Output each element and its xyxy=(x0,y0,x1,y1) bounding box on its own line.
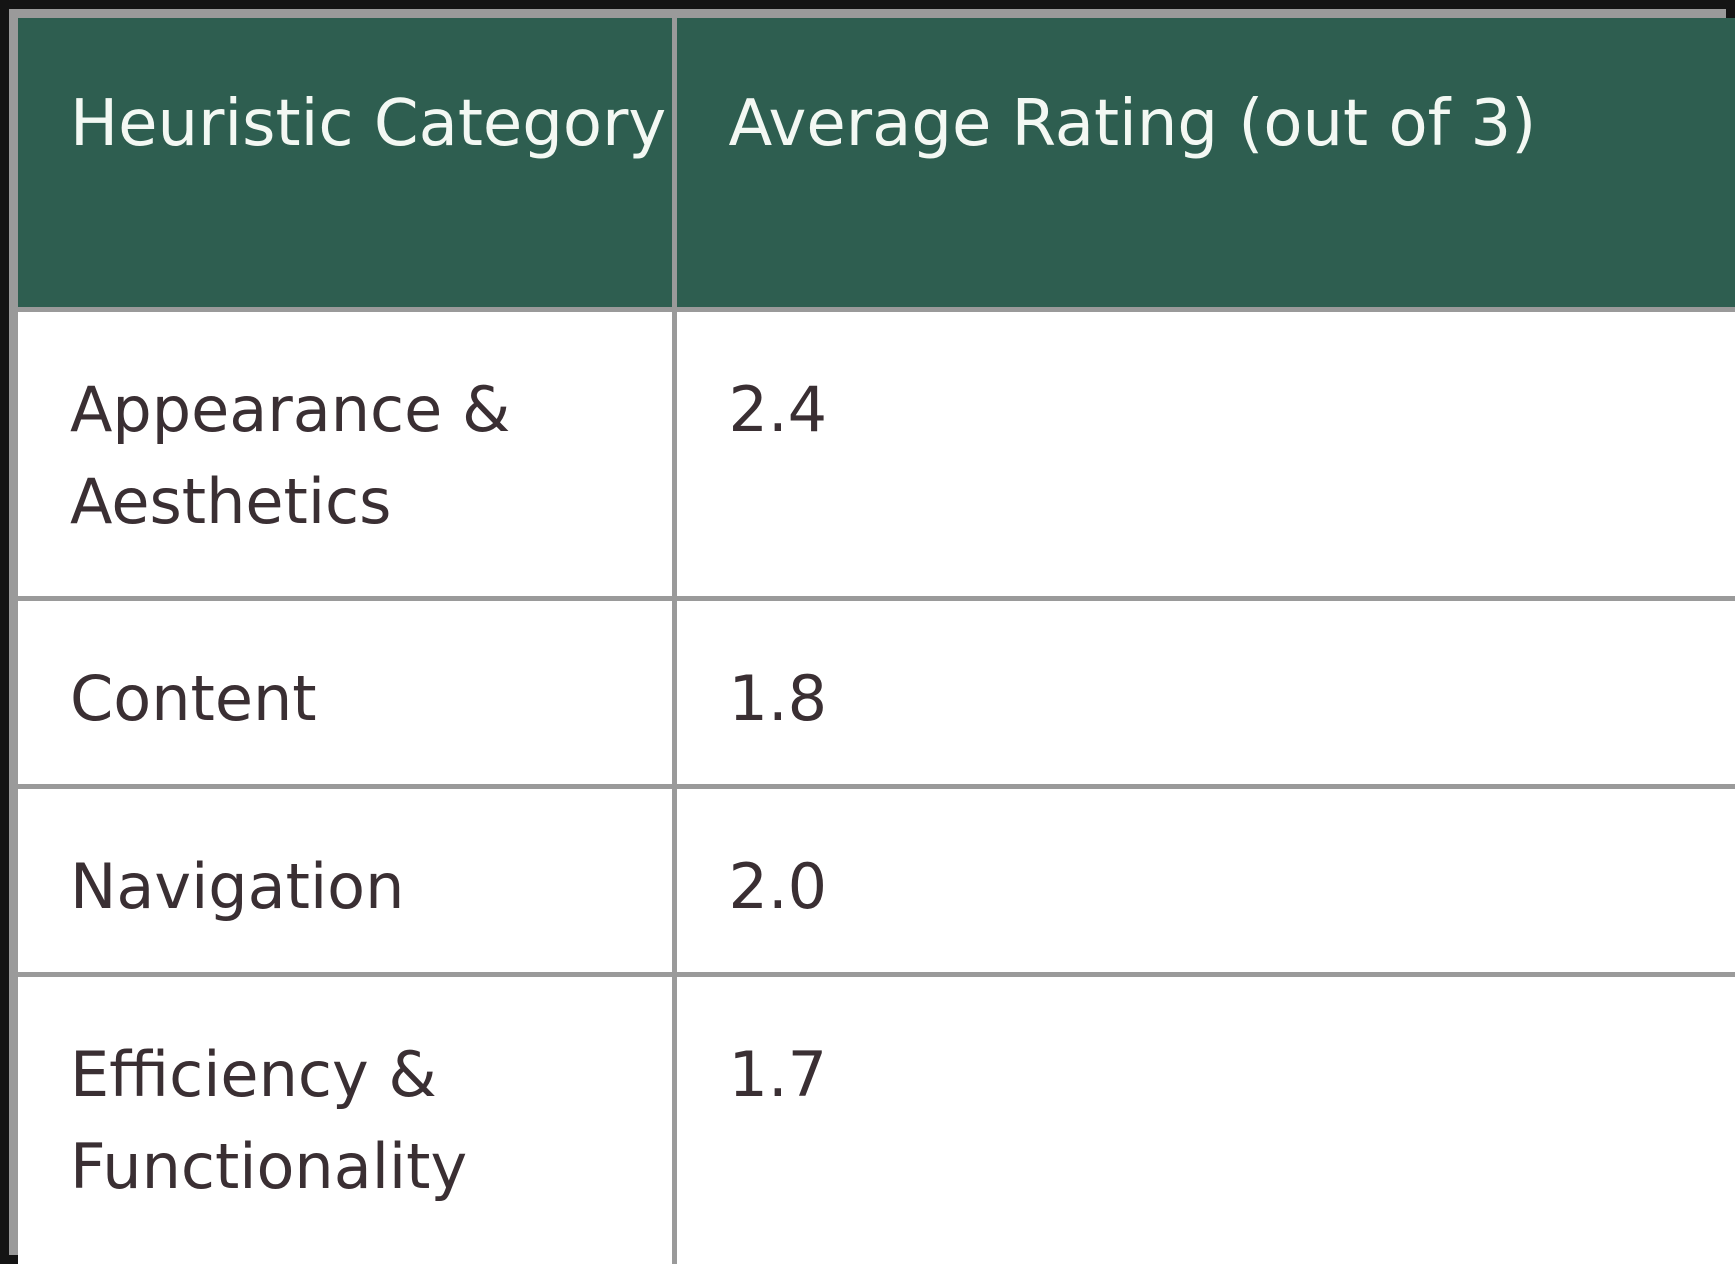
header-average-rating: Average Rating (out of 3) xyxy=(671,18,1735,312)
table-row: Navigation 2.0 xyxy=(18,783,1735,977)
table-row: Appearance & Aesthetics 2.4 xyxy=(18,306,1735,601)
rating-cell: 2.0 xyxy=(671,783,1735,977)
heuristic-ratings-table: Heuristic Category Average Rating (out o… xyxy=(18,18,1735,1264)
table-row: Content 1.8 xyxy=(18,595,1735,789)
rating-cell: 2.4 xyxy=(671,306,1735,601)
rating-cell: 1.8 xyxy=(671,595,1735,789)
rating-cell: 1.7 xyxy=(671,971,1735,1264)
category-cell: Appearance & Aesthetics xyxy=(18,306,677,601)
header-heuristic-category: Heuristic Category xyxy=(18,18,677,312)
table-row: Efficiency & Functionality 1.7 xyxy=(18,971,1735,1264)
category-cell: Navigation xyxy=(18,783,677,977)
category-cell: Efficiency & Functionality xyxy=(18,971,677,1264)
category-cell: Content xyxy=(18,595,677,789)
table-header-row: Heuristic Category Average Rating (out o… xyxy=(18,18,1735,312)
